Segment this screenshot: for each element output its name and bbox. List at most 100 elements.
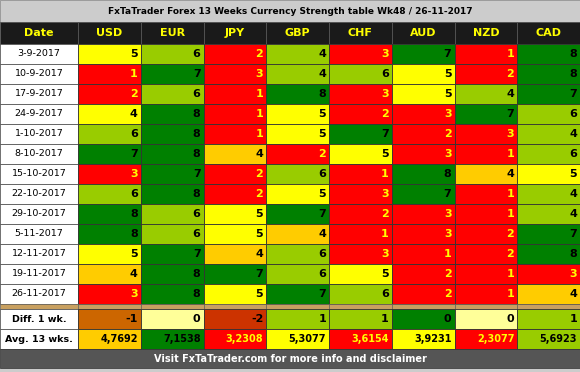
Text: 3: 3: [444, 149, 451, 159]
Text: 2: 2: [256, 49, 263, 59]
Text: 2: 2: [256, 189, 263, 199]
Text: 1: 1: [444, 249, 451, 259]
Text: 7: 7: [193, 249, 201, 259]
Bar: [204, 64, 266, 84]
Bar: [455, 284, 517, 304]
Text: 1: 1: [506, 289, 514, 299]
Bar: [204, 124, 266, 144]
Bar: [392, 264, 455, 284]
Bar: [0, 329, 78, 349]
Text: 6: 6: [130, 129, 138, 139]
Bar: [78, 164, 141, 184]
Text: 5: 5: [256, 289, 263, 299]
Bar: [392, 204, 455, 224]
Bar: [392, 224, 455, 244]
Bar: [78, 184, 141, 204]
Bar: [392, 244, 455, 264]
Bar: [141, 64, 204, 84]
Text: 2: 2: [381, 209, 389, 219]
Text: 17-9-2017: 17-9-2017: [14, 90, 63, 99]
Bar: [0, 164, 78, 184]
Bar: [392, 44, 455, 64]
Bar: [517, 329, 580, 349]
Bar: [78, 309, 141, 329]
Text: 24-9-2017: 24-9-2017: [14, 109, 63, 119]
Text: 8: 8: [193, 289, 201, 299]
Bar: [455, 224, 517, 244]
Bar: [455, 329, 517, 349]
Bar: [455, 244, 517, 264]
Bar: [266, 44, 329, 64]
Bar: [0, 184, 78, 204]
Text: 4: 4: [569, 209, 577, 219]
Bar: [517, 64, 580, 84]
Bar: [392, 22, 455, 44]
Bar: [0, 44, 78, 64]
Text: 5: 5: [444, 69, 451, 79]
Bar: [141, 224, 204, 244]
Text: 6: 6: [193, 49, 201, 59]
Bar: [266, 304, 329, 309]
Bar: [329, 64, 392, 84]
Bar: [517, 244, 580, 264]
Bar: [329, 329, 392, 349]
Text: CAD: CAD: [535, 28, 561, 38]
Text: 3: 3: [444, 209, 451, 219]
Text: 8: 8: [569, 69, 577, 79]
Bar: [141, 284, 204, 304]
Text: 3: 3: [381, 89, 389, 99]
Bar: [0, 304, 78, 309]
Bar: [517, 164, 580, 184]
Text: 1: 1: [318, 314, 326, 324]
Bar: [204, 22, 266, 44]
Text: -2: -2: [251, 314, 263, 324]
Bar: [0, 204, 78, 224]
Text: JPY: JPY: [225, 28, 245, 38]
Text: 5: 5: [381, 149, 389, 159]
Bar: [78, 124, 141, 144]
Text: FxTaTrader Forex 13 Weeks Currency Strength table Wk48 / 26-11-2017: FxTaTrader Forex 13 Weeks Currency Stren…: [108, 6, 472, 16]
Text: 5: 5: [318, 109, 326, 119]
Text: 7: 7: [130, 149, 138, 159]
Bar: [204, 144, 266, 164]
Bar: [0, 64, 78, 84]
Bar: [266, 309, 329, 329]
Text: 8: 8: [130, 209, 138, 219]
Bar: [141, 264, 204, 284]
Text: Diff. 1 wk.: Diff. 1 wk.: [12, 314, 66, 324]
Text: Date: Date: [24, 28, 54, 38]
Text: 3: 3: [381, 249, 389, 259]
Bar: [329, 264, 392, 284]
Text: 1: 1: [256, 129, 263, 139]
Bar: [455, 304, 517, 309]
Text: Visit FxTaTrader.com for more info and disclaimer: Visit FxTaTrader.com for more info and d…: [154, 353, 426, 363]
Text: 5: 5: [318, 189, 326, 199]
Bar: [392, 304, 455, 309]
Text: 6: 6: [318, 169, 326, 179]
Bar: [392, 144, 455, 164]
Bar: [78, 244, 141, 264]
Text: 6: 6: [318, 269, 326, 279]
Text: 3: 3: [444, 109, 451, 119]
Bar: [204, 304, 266, 309]
Text: 5: 5: [256, 209, 263, 219]
Text: 3,2308: 3,2308: [226, 334, 263, 344]
Text: 1: 1: [381, 169, 389, 179]
Bar: [0, 309, 78, 329]
Bar: [0, 264, 78, 284]
Bar: [392, 284, 455, 304]
Text: 1: 1: [256, 109, 263, 119]
Bar: [392, 64, 455, 84]
Bar: [204, 184, 266, 204]
Bar: [329, 84, 392, 104]
Text: 8: 8: [444, 169, 451, 179]
Bar: [455, 124, 517, 144]
Text: 7: 7: [318, 289, 326, 299]
Bar: [0, 22, 78, 44]
Text: 6: 6: [318, 249, 326, 259]
Text: 8: 8: [569, 249, 577, 259]
Bar: [0, 0, 580, 22]
Text: 1: 1: [130, 69, 138, 79]
Text: 3: 3: [130, 169, 138, 179]
Bar: [0, 224, 78, 244]
